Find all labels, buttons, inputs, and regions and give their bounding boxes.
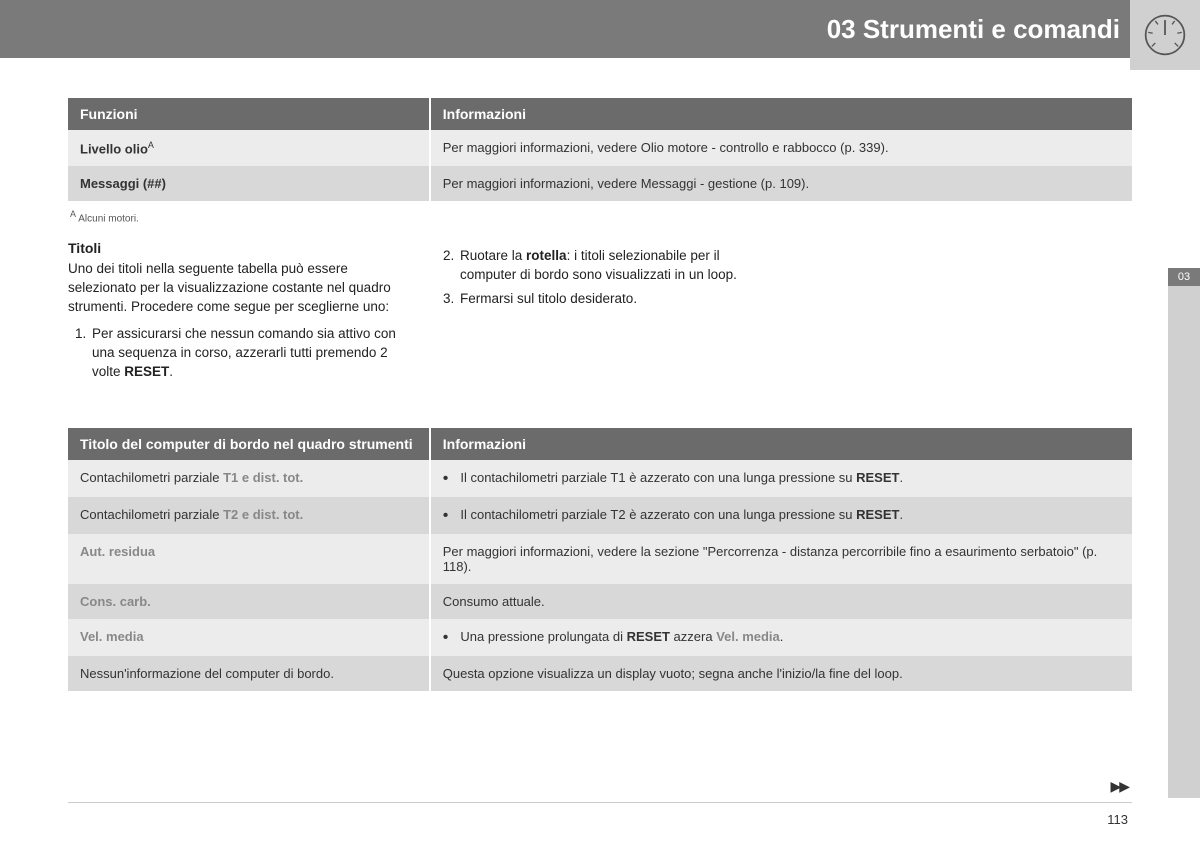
cell-left: Cons. carb. xyxy=(68,584,430,619)
side-tab-label: 03 xyxy=(1168,268,1200,286)
cell-left: Aut. residua xyxy=(68,534,430,584)
side-tab: 03 xyxy=(1168,268,1200,798)
cell-right: •Una pressione prolungata di RESET azzer… xyxy=(430,619,1132,656)
th-funzioni: Funzioni xyxy=(68,98,430,130)
step-2: Ruotare la rotella: i titoli selezionabi… xyxy=(458,247,776,285)
gauge-icon xyxy=(1143,13,1187,57)
table-header-row: Funzioni Informazioni xyxy=(68,98,1132,130)
gauge-icon-box xyxy=(1130,0,1200,70)
footer-divider xyxy=(68,802,1132,803)
table-row: Nessun'informazione del computer di bord… xyxy=(68,656,1132,691)
continue-icon: ▶▶ xyxy=(1110,778,1128,795)
table-row: Messaggi (##) Per maggiori informazioni,… xyxy=(68,166,1132,201)
header-bar: 03 Strumenti e comandi xyxy=(0,0,1200,58)
cell-label: Livello olioA xyxy=(68,130,430,166)
table-row: Vel. media•Una pressione prolungata di R… xyxy=(68,619,1132,656)
page-content: Funzioni Informazioni Livello olioA Per … xyxy=(0,58,1200,691)
table-row: Aut. residuaPer maggiori informazioni, v… xyxy=(68,534,1132,584)
table-row: Contachilometri parziale T1 e dist. tot.… xyxy=(68,460,1132,497)
step-1: Per assicurarsi che nessun comando sia a… xyxy=(90,325,408,382)
cell-left: Nessun'informazione del computer di bord… xyxy=(68,656,430,691)
table-header-row: Titolo del computer di bordo nel quadro … xyxy=(68,428,1132,460)
table-row: Cons. carb.Consumo attuale. xyxy=(68,584,1132,619)
th-info: Informazioni xyxy=(430,428,1132,460)
th-titolo: Titolo del computer di bordo nel quadro … xyxy=(68,428,430,460)
cell-right: Consumo attuale. xyxy=(430,584,1132,619)
page-number: 113 xyxy=(1107,812,1128,827)
cell-left: Contachilometri parziale T1 e dist. tot. xyxy=(68,460,430,497)
section-intro: Uno dei titoli nella seguente tabella pu… xyxy=(68,260,408,317)
section-heading: Titoli xyxy=(68,239,408,259)
cell-left: Vel. media xyxy=(68,619,430,656)
cell-right: Per maggiori informazioni, vedere la sez… xyxy=(430,534,1132,584)
cell-info: Per maggiori informazioni, vedere Messag… xyxy=(430,166,1132,201)
step-3: Fermarsi sul titolo desiderato. xyxy=(458,290,776,309)
cell-left: Contachilometri parziale T2 e dist. tot. xyxy=(68,497,430,534)
text-section: Titoli Uno dei titoli nella seguente tab… xyxy=(68,239,1132,388)
table-row: Livello olioA Per maggiori informazioni,… xyxy=(68,130,1132,166)
text-col-right: Ruotare la rotella: i titoli selezionabi… xyxy=(436,239,776,388)
chapter-title: 03 Strumenti e comandi xyxy=(827,14,1120,45)
text-col-left: Titoli Uno dei titoli nella seguente tab… xyxy=(68,239,408,388)
table-funzioni: Funzioni Informazioni Livello olioA Per … xyxy=(68,98,1132,201)
table-row: Contachilometri parziale T2 e dist. tot.… xyxy=(68,497,1132,534)
cell-right: Questa opzione visualizza un display vuo… xyxy=(430,656,1132,691)
table-titoli: Titolo del computer di bordo nel quadro … xyxy=(68,428,1132,691)
footnote: A Alcuni motori. xyxy=(68,209,1132,224)
cell-info: Per maggiori informazioni, vedere Olio m… xyxy=(430,130,1132,166)
cell-label: Messaggi (##) xyxy=(68,166,430,201)
th-informazioni: Informazioni xyxy=(430,98,1132,130)
cell-right: •Il contachilometri parziale T2 è azzera… xyxy=(430,497,1132,534)
cell-right: •Il contachilometri parziale T1 è azzera… xyxy=(430,460,1132,497)
